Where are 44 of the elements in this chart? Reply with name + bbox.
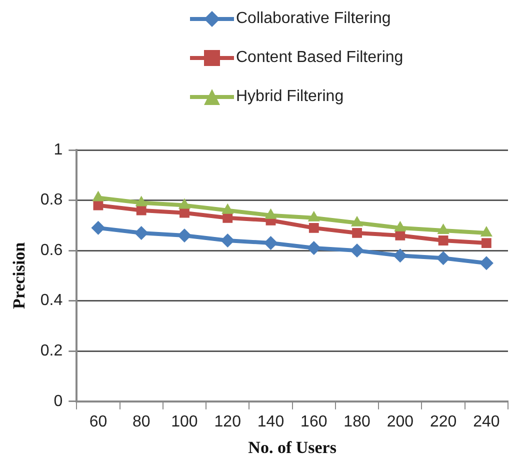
legend-label: Content Based Filtering <box>236 49 404 67</box>
y-tick-label: 0.2 <box>40 342 63 360</box>
point <box>350 244 364 258</box>
point <box>92 190 104 202</box>
point <box>91 220 106 235</box>
legend-label: Collaborative Filtering <box>236 10 391 28</box>
point <box>134 226 148 240</box>
point <box>178 198 191 209</box>
point <box>393 248 408 263</box>
x-tick-label: 140 <box>257 413 284 430</box>
x-tick-label: 120 <box>214 413 242 430</box>
point <box>306 241 321 256</box>
point <box>436 251 450 266</box>
point <box>437 223 450 234</box>
point <box>264 208 277 219</box>
point <box>220 234 235 248</box>
y-tick-label: 0.8 <box>40 192 63 209</box>
point <box>352 228 362 238</box>
point <box>264 236 278 250</box>
y-tick-label: 0 <box>54 392 63 410</box>
x-tick-label: 220 <box>430 413 457 430</box>
x-tick-label: 200 <box>386 413 414 430</box>
x-tick-label: 240 <box>473 413 500 430</box>
point <box>135 196 148 206</box>
y-tick-label: 0.4 <box>40 292 63 310</box>
x-tick-label: 160 <box>300 413 328 430</box>
x-tick-label: 180 <box>344 413 370 430</box>
x-tick-label: 60 <box>89 413 108 430</box>
x-axis-title: No. of Users <box>248 438 337 458</box>
point <box>350 216 364 226</box>
point <box>177 228 192 242</box>
point <box>308 210 320 222</box>
point <box>308 222 319 233</box>
point <box>222 203 234 214</box>
x-tick-label: 80 <box>132 413 150 430</box>
point <box>394 220 406 232</box>
point <box>479 256 494 270</box>
point <box>481 238 492 248</box>
x-tick-label: 100 <box>171 413 198 430</box>
point <box>438 236 448 246</box>
y-tick-label: 1 <box>54 141 63 158</box>
y-axis-title: Precision <box>10 242 29 310</box>
y-tick-label: 0.6 <box>40 242 63 259</box>
legend-label: Hybrid Filtering <box>236 88 344 106</box>
